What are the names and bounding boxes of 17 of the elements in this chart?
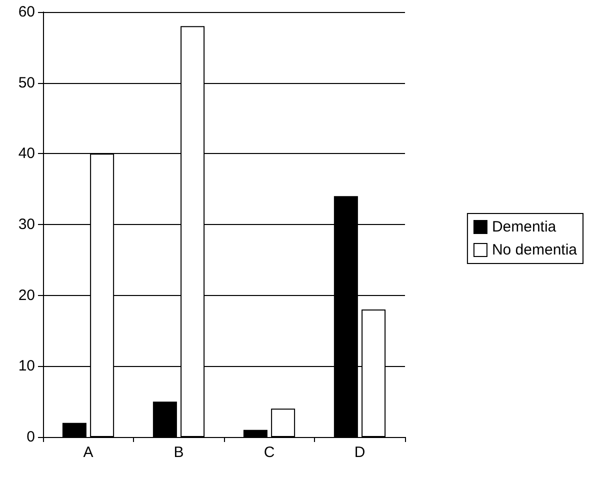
y-tick-label: 0	[26, 428, 35, 446]
y-tick-label: 10	[18, 358, 35, 375]
legend-label: Dementia	[492, 218, 557, 236]
y-tick-label: 20	[18, 286, 35, 304]
y-tick-label: 50	[18, 74, 35, 92]
bar	[62, 422, 86, 437]
x-tick-label: D	[354, 444, 366, 461]
x-tick-label: A	[83, 444, 94, 461]
x-tick-label: B	[174, 444, 184, 461]
x-tick-label: C	[264, 444, 275, 461]
bar	[271, 408, 296, 437]
bar	[243, 430, 268, 437]
legend-label: No dementia	[492, 242, 578, 258]
y-tick-label: 40	[18, 145, 35, 162]
bar	[152, 402, 177, 437]
y-tick-label: 60	[18, 4, 35, 20]
y-tick-label: 30	[18, 216, 35, 233]
